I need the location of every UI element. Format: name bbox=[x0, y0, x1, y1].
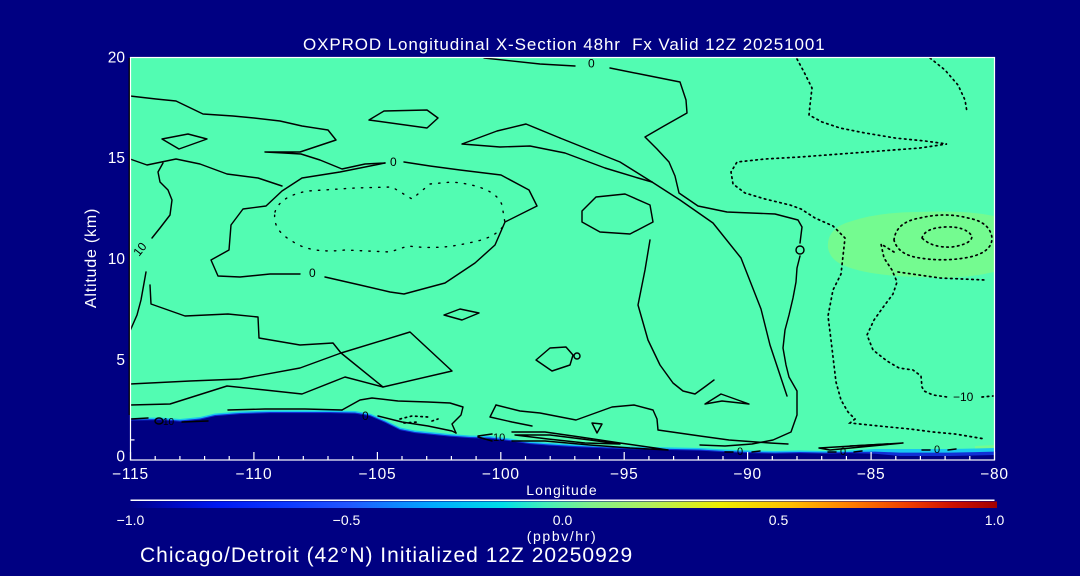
svg-text:10: 10 bbox=[108, 251, 126, 268]
svg-text:0: 0 bbox=[309, 266, 316, 280]
svg-text:1.0: 1.0 bbox=[985, 512, 1005, 528]
svg-text:Altitude (km): Altitude (km) bbox=[83, 208, 100, 308]
svg-text:−115: −115 bbox=[112, 466, 149, 483]
svg-text:0: 0 bbox=[934, 444, 940, 456]
svg-text:20: 20 bbox=[108, 50, 126, 67]
svg-text:−0.5: −0.5 bbox=[333, 512, 361, 528]
svg-text:(ppbv/hr): (ppbv/hr) bbox=[527, 528, 597, 544]
svg-text:0: 0 bbox=[390, 155, 397, 169]
svg-text:−10: −10 bbox=[953, 390, 974, 404]
svg-text:−1.0: −1.0 bbox=[117, 512, 145, 528]
svg-text:−105: −105 bbox=[358, 466, 396, 483]
svg-text:OXPROD Longitudinal X-Section: OXPROD Longitudinal X-Section 48hr Fx Va… bbox=[303, 35, 826, 54]
svg-text:0: 0 bbox=[362, 409, 369, 423]
svg-text:0: 0 bbox=[116, 449, 125, 466]
svg-text:−110: −110 bbox=[235, 466, 272, 483]
svg-text:0.0: 0.0 bbox=[553, 512, 573, 528]
svg-text:Longitude: Longitude bbox=[526, 482, 597, 498]
svg-text:15: 15 bbox=[108, 150, 125, 167]
svg-text:−80: −80 bbox=[980, 466, 1009, 483]
svg-text:10: 10 bbox=[493, 432, 505, 444]
svg-text:−90: −90 bbox=[733, 466, 762, 483]
svg-text:0: 0 bbox=[737, 446, 743, 458]
svg-text:10: 10 bbox=[163, 417, 175, 428]
svg-text:5: 5 bbox=[116, 352, 125, 369]
svg-text:0: 0 bbox=[840, 446, 846, 458]
svg-text:−85: −85 bbox=[857, 466, 886, 483]
svg-text:0: 0 bbox=[588, 57, 595, 71]
svg-text:0.5: 0.5 bbox=[769, 512, 789, 528]
svg-text:Chicago/Detroit (42°N) Initial: Chicago/Detroit (42°N) Initialized 12Z 2… bbox=[140, 544, 633, 567]
svg-text:−95: −95 bbox=[610, 466, 639, 483]
svg-text:−100: −100 bbox=[482, 466, 520, 483]
